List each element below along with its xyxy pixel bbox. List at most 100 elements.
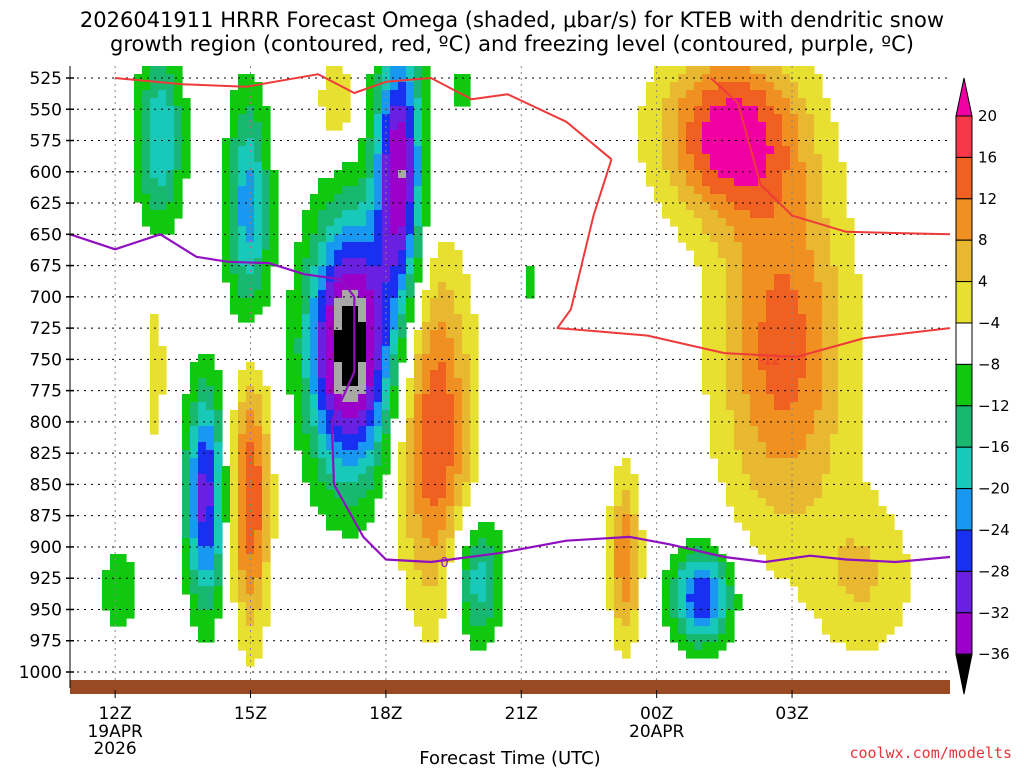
omega-cell — [798, 338, 807, 347]
omega-cell — [334, 394, 343, 403]
omega-cell — [782, 514, 791, 523]
omega-cell — [158, 106, 167, 115]
omega-cell — [742, 490, 751, 499]
omega-cell — [734, 386, 743, 395]
omega-cell — [246, 370, 255, 379]
omega-cell — [782, 266, 791, 275]
omega-cell — [254, 602, 263, 611]
omega-cell — [766, 258, 775, 267]
omega-cell — [406, 570, 415, 579]
omega-cell — [350, 482, 359, 491]
omega-cell — [766, 298, 775, 307]
omega-cell — [454, 442, 463, 451]
omega-cell — [318, 450, 327, 459]
omega-cell — [742, 498, 751, 507]
omega-cell — [222, 266, 231, 275]
omega-cell — [694, 250, 703, 259]
omega-cell — [694, 122, 703, 131]
omega-cell — [798, 586, 807, 595]
omega-cell — [718, 642, 727, 651]
omega-cell — [486, 594, 495, 603]
omega-cell — [734, 282, 743, 291]
omega-cell — [246, 402, 255, 411]
omega-cell — [806, 90, 815, 99]
omega-cell — [302, 450, 311, 459]
omega-cell — [366, 450, 375, 459]
omega-cell — [214, 610, 223, 619]
omega-cell — [710, 610, 719, 619]
contours: -120 — [70, 73, 950, 571]
omega-cell — [398, 226, 407, 235]
omega-cell — [726, 418, 735, 427]
omega-cell — [614, 610, 623, 619]
omega-cell — [470, 602, 479, 611]
omega-cell — [838, 474, 847, 483]
omega-cell — [822, 410, 831, 419]
omega-cell — [854, 514, 863, 523]
omega-cell — [758, 458, 767, 467]
omega-cell — [246, 394, 255, 403]
omega-cell — [382, 66, 391, 75]
omega-cell — [774, 546, 783, 555]
omega-cell — [886, 514, 895, 523]
omega-cell — [350, 458, 359, 467]
omega-cell — [246, 570, 255, 579]
omega-cell — [398, 514, 407, 523]
omega-cell — [254, 466, 263, 475]
omega-cell — [806, 546, 815, 555]
omega-cell — [350, 226, 359, 235]
omega-cell — [182, 138, 191, 147]
omega-cell — [166, 98, 175, 107]
omega-cell — [718, 338, 727, 347]
omega-cell — [190, 562, 199, 571]
colorbar-label: −4 — [978, 314, 1000, 332]
omega-cell — [838, 578, 847, 587]
omega-cell — [206, 514, 215, 523]
omega-cell — [838, 466, 847, 475]
omega-cell — [110, 610, 119, 619]
omega-cell — [182, 154, 191, 163]
omega-cell — [798, 106, 807, 115]
omega-cell — [742, 506, 751, 515]
omega-cell — [238, 402, 247, 411]
omega-cell — [358, 490, 367, 499]
omega-cell — [822, 258, 831, 267]
omega-cell — [662, 162, 671, 171]
omega-cell — [302, 394, 311, 403]
omega-cell — [286, 338, 295, 347]
omega-cell — [774, 90, 783, 99]
omega-cell — [446, 514, 455, 523]
omega-cell — [830, 226, 839, 235]
omega-cell — [726, 322, 735, 331]
omega-cell — [718, 610, 727, 619]
omega-cell — [822, 626, 831, 635]
omega-cell — [254, 650, 263, 659]
omega-cell — [342, 170, 351, 179]
omega-cell — [206, 490, 215, 499]
colorbar-box — [955, 612, 973, 655]
omega-cell — [686, 570, 695, 579]
omega-cell — [182, 522, 191, 531]
omega-cell — [142, 154, 151, 163]
omega-cell — [814, 442, 823, 451]
omega-cell — [758, 210, 767, 219]
omega-cell — [462, 610, 471, 619]
omega-cell — [206, 522, 215, 531]
omega-cell — [710, 106, 719, 115]
omega-cell — [630, 482, 639, 491]
omega-cell — [422, 106, 431, 115]
omega-cell — [790, 298, 799, 307]
omega-cell — [670, 554, 679, 563]
omega-cell — [726, 250, 735, 259]
omega-cell — [694, 234, 703, 243]
omega-cell — [734, 306, 743, 315]
omega-cell — [774, 466, 783, 475]
omega-cell — [262, 482, 271, 491]
omega-cell — [198, 594, 207, 603]
omega-cell — [406, 226, 415, 235]
omega-cell — [294, 442, 303, 451]
credit-text[interactable]: coolwx.com/modelts — [849, 744, 1012, 762]
omega-cell — [750, 242, 759, 251]
omega-cell — [334, 106, 343, 115]
omega-cell — [470, 570, 479, 579]
